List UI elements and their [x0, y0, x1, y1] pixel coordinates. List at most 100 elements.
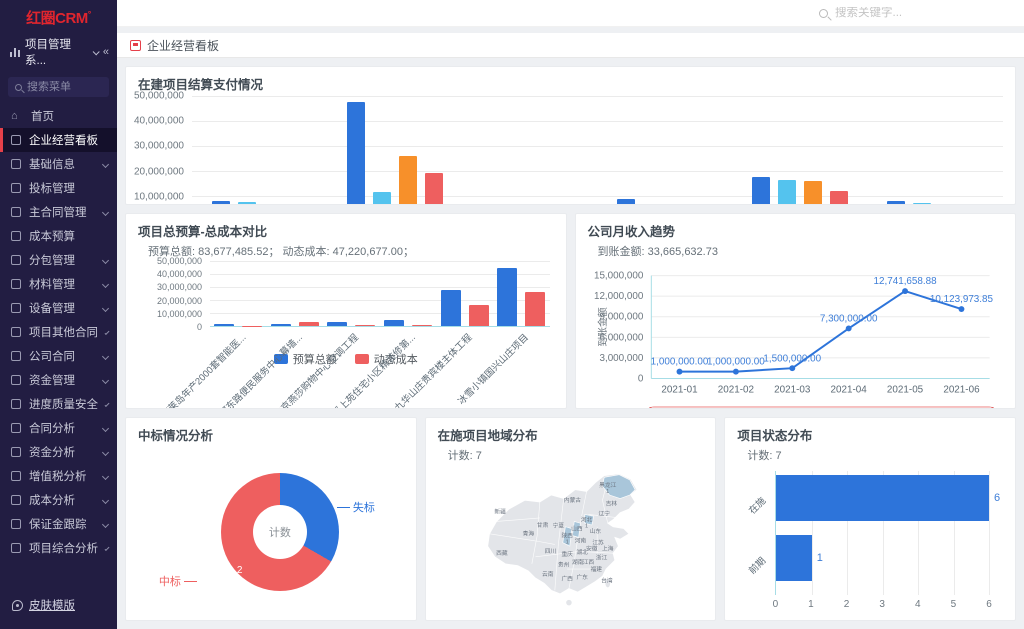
folder-icon	[11, 279, 21, 289]
legend-item-预算总额[interactable]: 预算总额	[273, 351, 337, 367]
province-label-河北[interactable]: 河北	[581, 515, 593, 523]
bar-groups	[210, 261, 550, 326]
province-label-湖南[interactable]: 湖南	[572, 558, 584, 566]
global-search[interactable]	[819, 7, 969, 19]
plot-area	[210, 261, 550, 327]
leader-line	[183, 580, 197, 582]
gridline	[192, 146, 1003, 147]
sidebar-item-15[interactable]: 增值税分析	[0, 464, 117, 488]
legend-item-动态成本[interactable]: 动态成本	[354, 351, 418, 367]
doc-icon	[11, 375, 21, 385]
province-label-山东[interactable]: 山东	[589, 527, 601, 535]
sidebar-item-0[interactable]: ⌂ 首页	[0, 104, 117, 128]
sidebar-item-13[interactable]: 合同分析	[0, 416, 117, 440]
y-tick-label: 20,000,000	[156, 295, 202, 306]
sidebar-item-16[interactable]: 成本分析	[0, 488, 117, 512]
svg-text:10,123,973.85: 10,123,973.85	[929, 294, 993, 305]
bar-预算总额	[270, 323, 291, 326]
china-map-chart[interactable]: 黑龙江 1 吉林 辽宁 内蒙古 新疆 甘肃 青海 西藏 宁夏 陕西 1 山西 河北 1 山东 河南 江苏 安徽 上海湖…	[438, 465, 704, 615]
sidebar-item-11[interactable]: 资金管理	[0, 368, 117, 392]
province-label-西藏[interactable]: 西藏	[496, 549, 508, 557]
province-label-河南[interactable]: 河南	[574, 537, 586, 545]
sidebar-item-10[interactable]: 公司合同	[0, 344, 117, 368]
gridline	[192, 121, 1003, 122]
province-borders	[489, 479, 620, 591]
folder-icon	[11, 543, 21, 553]
sidebar-item-9[interactable]: 项目其他合同	[0, 320, 117, 344]
hbar-在施	[776, 475, 990, 521]
sidebar-item-7[interactable]: 材料管理	[0, 272, 117, 296]
province-label-辽宁[interactable]: 辽宁	[598, 509, 610, 517]
sidebar-item-2[interactable]: 基础信息	[0, 152, 117, 176]
sidebar-item-3[interactable]: 投标管理	[0, 176, 117, 200]
doc-icon	[11, 519, 21, 529]
sidebar-item-label: 公司合同	[29, 351, 75, 363]
sidebar-search-input[interactable]	[27, 81, 105, 93]
province-label-广西[interactable]: 广西	[561, 575, 573, 583]
svg-text:1,000,000.00: 1,000,000.00	[707, 357, 765, 368]
province-label-上海[interactable]: 上海	[602, 545, 614, 553]
province-label-宁夏[interactable]: 宁夏	[552, 522, 564, 530]
province-label-浙江[interactable]: 浙江	[596, 553, 608, 561]
province-label-云南[interactable]: 云南	[542, 570, 554, 578]
tab-enterprise-dashboard[interactable]: 企业经营看板	[147, 38, 220, 53]
bar-累计收款金额-总和	[237, 202, 256, 204]
province-label-山西[interactable]: 山西	[571, 524, 583, 532]
chart-subtitle: 计数: 7	[747, 450, 782, 462]
sidebar-item-1[interactable]: 企业经营看板	[0, 128, 117, 152]
bar-累计付款金额-总和	[424, 173, 443, 204]
province-label-陕西[interactable]: 陕西	[561, 531, 573, 539]
sidebar-item-18[interactable]: 项目综合分析	[0, 536, 117, 560]
line-chart-svg: 15,000,000 12,000,000 9,000,000 6,000,000 3,…	[593, 271, 993, 396]
search-icon	[15, 83, 22, 91]
province-label-江西[interactable]: 江西	[582, 559, 594, 566]
sidebar-search[interactable]	[8, 77, 109, 97]
bar-收入合同结算金额-总和	[211, 201, 230, 204]
province-label-贵州[interactable]: 贵州	[558, 560, 570, 568]
sidebar-item-17[interactable]: 保证金跟踪	[0, 512, 117, 536]
bar-动态成本	[525, 291, 546, 326]
province-label-甘肃[interactable]: 甘肃	[537, 521, 549, 529]
province-label-广东[interactable]: 广东	[576, 573, 588, 581]
province-label-福建[interactable]: 福建	[590, 565, 602, 573]
svg-text:9,000,000: 9,000,000	[599, 312, 643, 323]
gridline	[882, 471, 884, 595]
folder-icon	[11, 303, 21, 313]
province-label-新疆[interactable]: 新疆	[494, 508, 506, 516]
collapse-sidebar-icon[interactable]: «	[102, 46, 109, 58]
x-tick-label: 5	[950, 599, 957, 610]
sidebar-item-8[interactable]: 设备管理	[0, 296, 117, 320]
bar-累计收款金额-总和	[778, 180, 797, 204]
province-label-重庆[interactable]: 重庆	[561, 550, 573, 558]
province-label-四川[interactable]: 四川	[544, 548, 556, 555]
global-search-input[interactable]	[835, 7, 955, 19]
budget-icon	[11, 231, 21, 241]
province-label-黑龙江[interactable]: 黑龙江	[599, 481, 616, 489]
sidebar-item-label: 保证金跟踪	[29, 519, 87, 531]
chevron-down-icon	[104, 401, 110, 407]
sidebar-item-12[interactable]: 进度质量安全	[0, 392, 117, 416]
datazoom-slider[interactable]	[647, 406, 995, 408]
bar-动态成本	[298, 322, 319, 326]
y-tick-label: 20,000,000	[133, 166, 184, 178]
province-label-江苏[interactable]: 江苏	[592, 538, 604, 546]
workspace-switcher[interactable]: 项目管理系... «	[0, 32, 117, 72]
province-label-吉林[interactable]: 吉林	[605, 500, 617, 508]
y-axis: 50,000,000 40,000,000 30,000,000 20,000,000…	[148, 256, 210, 332]
province-value-黑龙江: 1	[606, 489, 609, 495]
sidebar-item-6[interactable]: 分包管理	[0, 248, 117, 272]
y-tick-label: 10,000,000	[156, 308, 202, 319]
province-label-内蒙古[interactable]: 内蒙古	[564, 496, 581, 504]
skin-template-button[interactable]: 皮肤模版	[0, 589, 117, 629]
sidebar-item-4[interactable]: 主合同管理	[0, 200, 117, 224]
gridline	[847, 471, 849, 595]
panel-settlement-payment: 在建项目结算支付情况 50,000,000 40,000,000 30,000,00…	[125, 66, 1016, 205]
province-label-湖北[interactable]: 湖北	[576, 548, 588, 556]
province-label-台湾[interactable]: 台湾	[601, 576, 613, 584]
province-label-安徽[interactable]: 安徽	[586, 545, 598, 553]
sidebar-item-14[interactable]: 资金分析	[0, 440, 117, 464]
province-label-青海[interactable]: 青海	[522, 530, 534, 538]
chart-title: 项目状态分布	[737, 429, 813, 443]
legend-label: 预算总额	[292, 354, 337, 366]
sidebar-item-5[interactable]: 成本预算	[0, 224, 117, 248]
